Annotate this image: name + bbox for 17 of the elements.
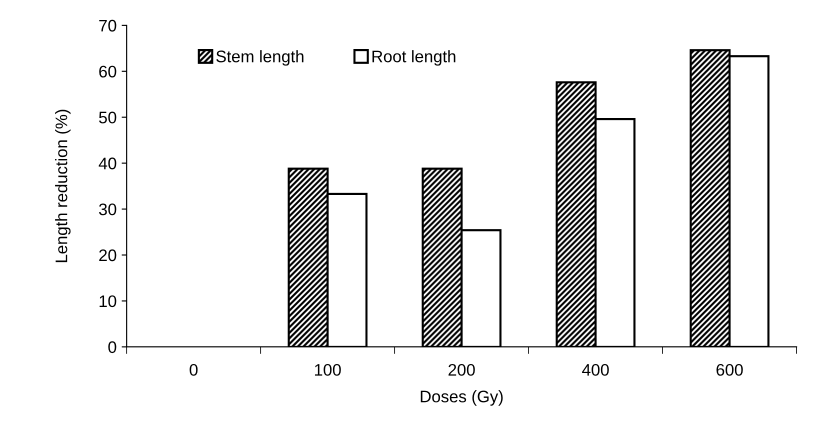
y-tick-label: 30 [99, 203, 116, 216]
x-tick-label: 600 [716, 364, 743, 376]
x-tick-label: 0 [190, 364, 198, 376]
x-axis-title: Doses (Gy) [420, 390, 503, 406]
y-axis-title: Length reduction (%) [55, 110, 71, 262]
y-tick-label: 40 [98, 158, 116, 170]
y-tick-label: 60 [99, 66, 116, 78]
y-tick-label: 10 [100, 295, 116, 308]
y-tick-label: 50 [99, 112, 116, 124]
legend-label: Root length [372, 50, 456, 66]
legend-label: Stem length [216, 50, 304, 66]
x-tick-label: 200 [448, 364, 475, 376]
y-tick-label: 0 [108, 341, 116, 354]
x-tick-label: 400 [582, 364, 609, 376]
y-tick-label: 70 [99, 20, 116, 32]
x-tick-label: 100 [314, 364, 341, 376]
y-tick-label: 20 [99, 249, 116, 262]
